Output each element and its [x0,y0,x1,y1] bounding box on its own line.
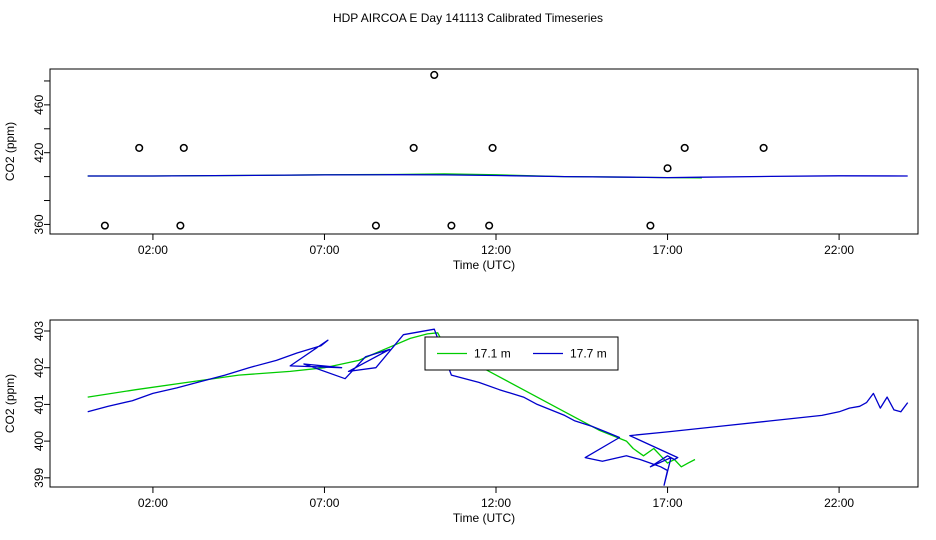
x-axis-label: Time (UTC) [453,258,515,272]
y-tick-label: 420 [32,142,46,162]
legend-label: 17.1 m [474,347,511,361]
x-tick-label: 22:00 [824,496,854,510]
plot-frame [49,319,919,488]
x-tick-label: 07:00 [309,243,339,257]
calibration-point [409,143,418,152]
x-tick-label: 12:00 [481,243,511,257]
calibration-point [179,143,188,152]
y-tick-label: 400 [32,431,46,451]
calibration-point [176,221,185,230]
calibration-point [485,221,494,230]
x-tick-label: 02:00 [138,243,168,257]
bottom-panel: 02:00 07:00 12:00 17:00 22:00 399 400 401 402 403… [3,319,919,525]
chart-title: HDP AIRCOA E Day 141113 Calibrated Times… [333,11,603,25]
calibration-point [100,221,109,230]
series-line-17-7-m [87,328,909,486]
y-axis-label: CO2 (ppm) [3,374,17,433]
calibration-point [759,143,768,152]
x-tick-label: 22:00 [824,243,854,257]
x-tick-label: 02:00 [138,496,168,510]
calibration-point [680,143,689,152]
plot-frame [49,68,919,235]
y-tick-label: 460 [32,95,46,115]
plot-area [87,70,908,230]
y-axis-label: CO2 (ppm) [3,122,17,181]
calibration-point [430,70,439,80]
y-tick-label: 401 [32,394,46,414]
x-axis-label: Time (UTC) [453,511,515,525]
y-tick-label: 360 [32,214,46,234]
legend-label: 17.7 m [570,347,607,361]
y-tick-label: 402 [32,357,46,377]
x-tick-label: 17:00 [653,496,683,510]
calibration-point [488,143,497,152]
calibration-point [447,221,456,230]
y-tick-label: 403 [32,321,46,341]
y-tick-label: 399 [32,467,46,487]
x-tick-label: 12:00 [481,496,511,510]
top-panel: 02:00 07:00 12:00 17:00 22:00 360 420 460 Time (… [3,68,919,272]
x-tick-label: 07:00 [309,496,339,510]
calibration-point [135,143,144,152]
calibration-point [663,164,672,173]
calibration-point [646,221,655,230]
series-line-1 [87,174,908,179]
x-tick-label: 17:00 [653,243,683,257]
legend: 17.1 m 17.7 m [424,336,619,371]
calibration-point [371,221,380,230]
